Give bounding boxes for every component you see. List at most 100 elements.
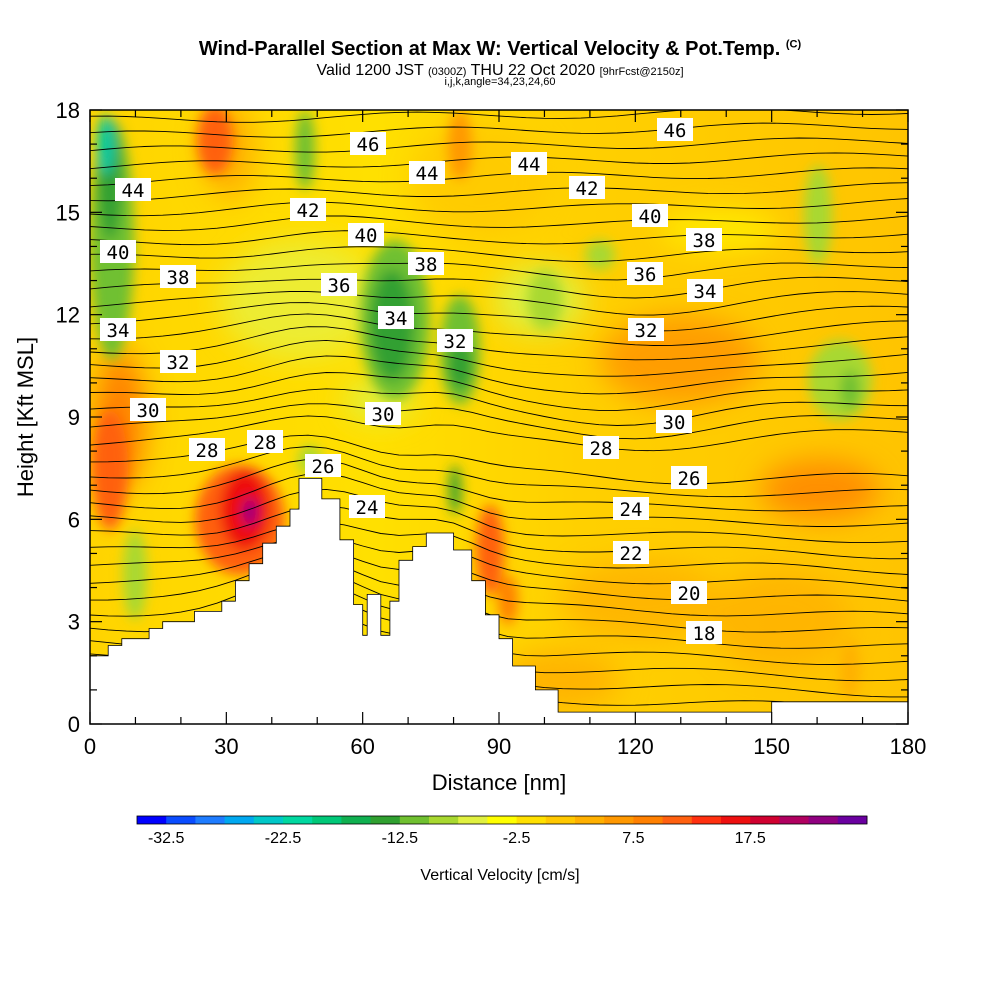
colorbar-swatch [487, 816, 517, 824]
colorbar-swatch [691, 816, 722, 824]
colorbar-swatch [458, 816, 488, 824]
colorbar-swatch [604, 816, 634, 824]
theta-contour [90, 536, 908, 589]
theta-contour-label: 34 [100, 318, 136, 342]
colorbar-tick-label: -22.5 [265, 830, 302, 847]
theta-contour-label: 40 [100, 240, 136, 264]
theta-contour-label: 30 [130, 398, 166, 422]
svg-text:28: 28 [590, 438, 613, 460]
colorbar-swatch [837, 816, 868, 824]
colorbar-swatch [283, 816, 313, 824]
svg-text:32: 32 [167, 352, 190, 374]
theta-contour [90, 434, 908, 485]
theta-contour-label: 24 [613, 497, 649, 521]
theta-contour [90, 182, 908, 202]
x-tick-label: 150 [753, 734, 790, 759]
theta-contour [90, 291, 908, 316]
theta-contour [90, 262, 908, 281]
svg-text:32: 32 [444, 331, 467, 353]
theta-contour [90, 473, 908, 527]
svg-text:42: 42 [297, 200, 320, 222]
theta-contour-label: 34 [687, 279, 723, 303]
theta-contour-label: 24 [349, 495, 385, 519]
colorbar-swatch [166, 816, 196, 824]
colorbar-tick-label: -2.5 [503, 830, 531, 847]
theta-contour [90, 388, 908, 426]
colorbar-swatch [662, 816, 693, 824]
svg-text:40: 40 [107, 242, 130, 264]
svg-text:20: 20 [678, 583, 701, 605]
theta-contour [90, 415, 908, 452]
x-axis-label: Distance [nm] [432, 770, 567, 795]
theta-contour [90, 326, 908, 361]
colorbar-swatch [312, 816, 342, 824]
x-tick-label: 180 [890, 734, 927, 759]
svg-text:26: 26 [678, 468, 701, 490]
colorbar-swatch [370, 816, 401, 824]
svg-text:22: 22 [620, 543, 643, 565]
svg-text:36: 36 [328, 275, 351, 297]
svg-text:34: 34 [694, 281, 717, 303]
theta-contour-label: 30 [365, 402, 401, 426]
colorbar-swatch [224, 816, 255, 824]
svg-text:38: 38 [167, 267, 190, 289]
svg-text:32: 32 [635, 320, 658, 342]
colorbar-swatch [545, 816, 576, 824]
colorbar-swatch [341, 816, 371, 824]
colorbar-swatch [516, 816, 547, 824]
theta-contour [90, 276, 908, 299]
theta-contour-label: 44 [511, 152, 547, 176]
colorbar-swatch [399, 816, 430, 824]
theta-contour [90, 372, 908, 411]
theta-contour-label: 40 [348, 223, 384, 247]
svg-text:36: 36 [634, 264, 657, 286]
theta-contour [90, 230, 908, 246]
colorbar-swatch [721, 816, 751, 824]
svg-text:38: 38 [415, 254, 438, 276]
svg-text:28: 28 [196, 440, 219, 462]
svg-text:40: 40 [355, 225, 378, 247]
svg-text:28: 28 [254, 432, 277, 454]
chart-title: Wind-Parallel Section at Max W: Vertical… [198, 38, 802, 60]
theta-contour [90, 488, 908, 544]
svg-text:42: 42 [576, 178, 599, 200]
colorbar-tick-label: 7.5 [622, 830, 644, 847]
x-axis: 0 30 60 90 120 150 180 [84, 110, 926, 759]
theta-contour-label: 28 [583, 436, 619, 460]
colorbar-swatch [750, 816, 780, 824]
svg-text:24: 24 [356, 497, 379, 519]
svg-text:30: 30 [663, 412, 686, 434]
theta-contour [90, 152, 908, 170]
theta-contour [90, 93, 908, 107]
y-tick-label: 0 [68, 712, 80, 737]
y-tick-label: 6 [68, 507, 80, 532]
colorbar-swatch [808, 816, 839, 824]
theta-contour-label: 44 [115, 178, 151, 202]
colorbar-tick-label: -12.5 [382, 830, 419, 847]
theta-contour [90, 559, 908, 617]
theta-contour-label: 38 [160, 265, 196, 289]
colorbar-swatch [429, 816, 459, 824]
svg-text:46: 46 [664, 120, 687, 142]
theta-contour-label: 36 [627, 262, 663, 286]
theta-contour-label: 22 [613, 541, 649, 565]
y-tick-label: 18 [56, 98, 80, 123]
colorbar-tick-label: -32.5 [148, 830, 185, 847]
theta-contour-label: 46 [350, 132, 386, 156]
theta-contour-label: 20 [671, 581, 707, 605]
theta-contour [90, 548, 908, 602]
theta-contour-label: 44 [409, 161, 445, 185]
svg-text:44: 44 [518, 154, 541, 176]
theta-contour [90, 246, 908, 263]
theta-contour-label: 34 [378, 306, 414, 330]
y-tick-label: 3 [68, 610, 80, 635]
x-tick-label: 30 [214, 734, 238, 759]
theta-contour [90, 521, 908, 575]
theta-contour [90, 198, 908, 217]
terrain [89, 477, 909, 725]
theta-contour-label: 32 [628, 318, 664, 342]
colorbar-swatch [779, 816, 809, 824]
x-tick-label: 120 [617, 734, 654, 759]
